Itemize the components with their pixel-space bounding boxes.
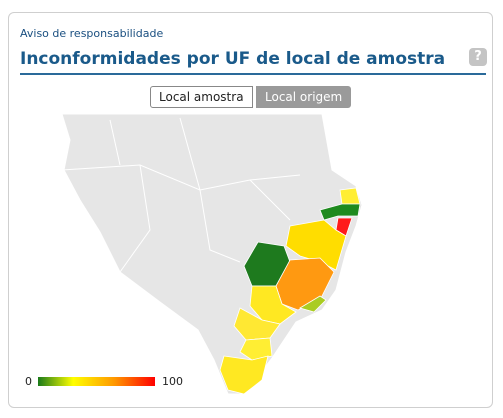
borders (61, 117, 301, 273)
legend-max: 100 (162, 375, 183, 388)
help-icon[interactable]: ? (469, 48, 487, 66)
card: Aviso de responsabilidade Inconformidade… (8, 12, 493, 408)
legend-min: 0 (25, 375, 32, 388)
legend-bar (38, 377, 155, 386)
disclaimer-link[interactable]: Aviso de responsabilidade (20, 27, 164, 40)
toggle-button[interactable]: Local origem (256, 86, 352, 108)
states (219, 187, 361, 395)
toggle-button[interactable]: Local amostra (150, 86, 253, 108)
title-rule (20, 73, 486, 75)
title: Inconformidades por UF de local de amost… (20, 49, 446, 69)
